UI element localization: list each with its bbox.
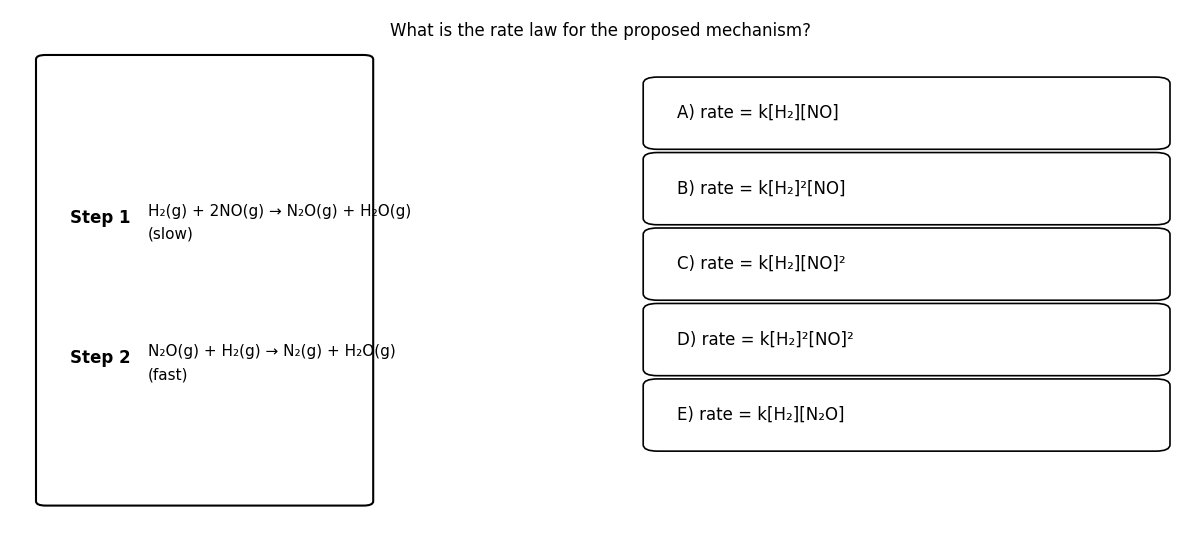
Text: D) rate = k[H₂]²[NO]²: D) rate = k[H₂]²[NO]² <box>677 330 853 349</box>
Text: B) rate = k[H₂]²[NO]: B) rate = k[H₂]²[NO] <box>677 179 845 198</box>
FancyBboxPatch shape <box>643 379 1170 451</box>
Text: A) rate = k[H₂][NO]: A) rate = k[H₂][NO] <box>677 104 839 122</box>
FancyBboxPatch shape <box>643 77 1170 149</box>
Text: Step 1: Step 1 <box>70 209 130 227</box>
Text: What is the rate law for the proposed mechanism?: What is the rate law for the proposed me… <box>390 22 810 39</box>
FancyBboxPatch shape <box>643 228 1170 300</box>
Text: E) rate = k[H₂][N₂O]: E) rate = k[H₂][N₂O] <box>677 406 845 424</box>
Text: (fast): (fast) <box>148 367 188 382</box>
Text: N₂O(g) + H₂(g) → N₂(g) + H₂O(g): N₂O(g) + H₂(g) → N₂(g) + H₂O(g) <box>148 344 395 359</box>
FancyBboxPatch shape <box>643 303 1170 376</box>
Text: H₂(g) + 2NO(g) → N₂O(g) + H₂O(g): H₂(g) + 2NO(g) → N₂O(g) + H₂O(g) <box>148 204 410 219</box>
Text: (slow): (slow) <box>148 227 193 242</box>
FancyBboxPatch shape <box>643 153 1170 225</box>
Text: C) rate = k[H₂][NO]²: C) rate = k[H₂][NO]² <box>677 255 846 273</box>
FancyBboxPatch shape <box>36 55 373 506</box>
Text: Step 2: Step 2 <box>70 349 131 368</box>
